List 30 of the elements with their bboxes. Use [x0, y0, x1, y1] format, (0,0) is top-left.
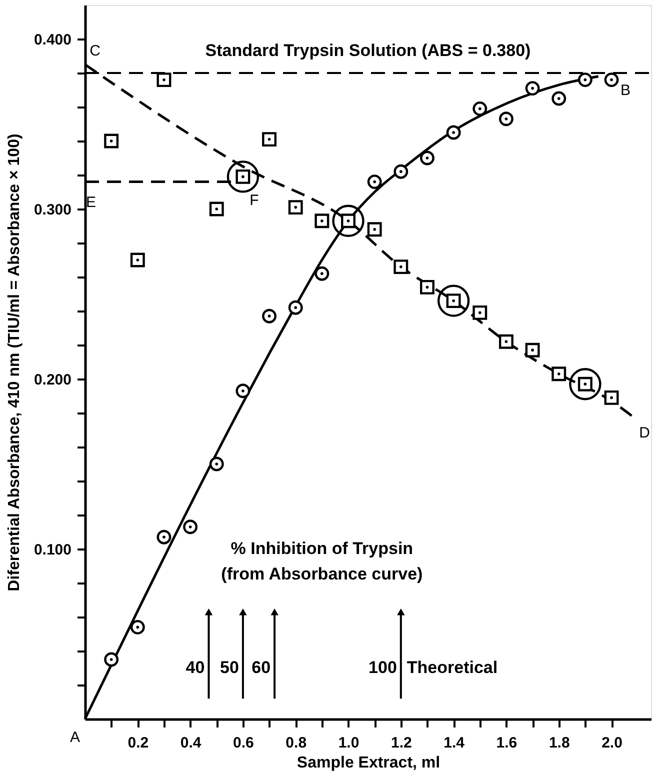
y-tick-label: 0.100 [34, 542, 72, 558]
annotation: 60 [252, 658, 271, 677]
annotation: 100 [368, 658, 397, 677]
y-tick-label: 0.400 [34, 32, 72, 48]
annotation: B [620, 82, 631, 99]
annotation: Theoretical [406, 658, 498, 677]
annotation: 40 [186, 658, 205, 677]
y-tick-label: 0.200 [34, 372, 72, 388]
x-tick-label: 1.4 [444, 734, 466, 752]
annotation: % Inhibition of Trypsin [230, 539, 414, 558]
x-tick-label: 1.6 [496, 734, 518, 752]
annotation: E [86, 194, 96, 211]
x-tick-label: 1.0 [338, 734, 360, 752]
x-tick-label: 0.6 [233, 734, 254, 752]
y-tick-label: 0.300 [34, 202, 72, 218]
annotation: F [250, 192, 259, 209]
annotation: C [90, 42, 101, 60]
x-tick-label: 0.8 [286, 734, 307, 752]
x-tick-label: 2.0 [602, 734, 622, 752]
annotation: 50 [220, 658, 239, 677]
ref-line-label: Standard Trypsin Solution (ABS = 0.380) [205, 41, 531, 60]
x-tick-label: 1.8 [548, 734, 570, 752]
x-tick-label: 1.2 [390, 734, 412, 752]
x-tick-label: 0.4 [180, 734, 202, 752]
annotation: (from Absorbance curve) [221, 564, 423, 584]
annotation: A [70, 729, 80, 746]
x-tick-label: 0.2 [128, 734, 149, 752]
annotation: D [639, 424, 650, 442]
y-axis-title: Diferential Absorbance, 410 nm (TIU/ml = Absorbance × 100) [6, 134, 23, 592]
x-axis-title: Sample Extract, ml [296, 754, 440, 772]
